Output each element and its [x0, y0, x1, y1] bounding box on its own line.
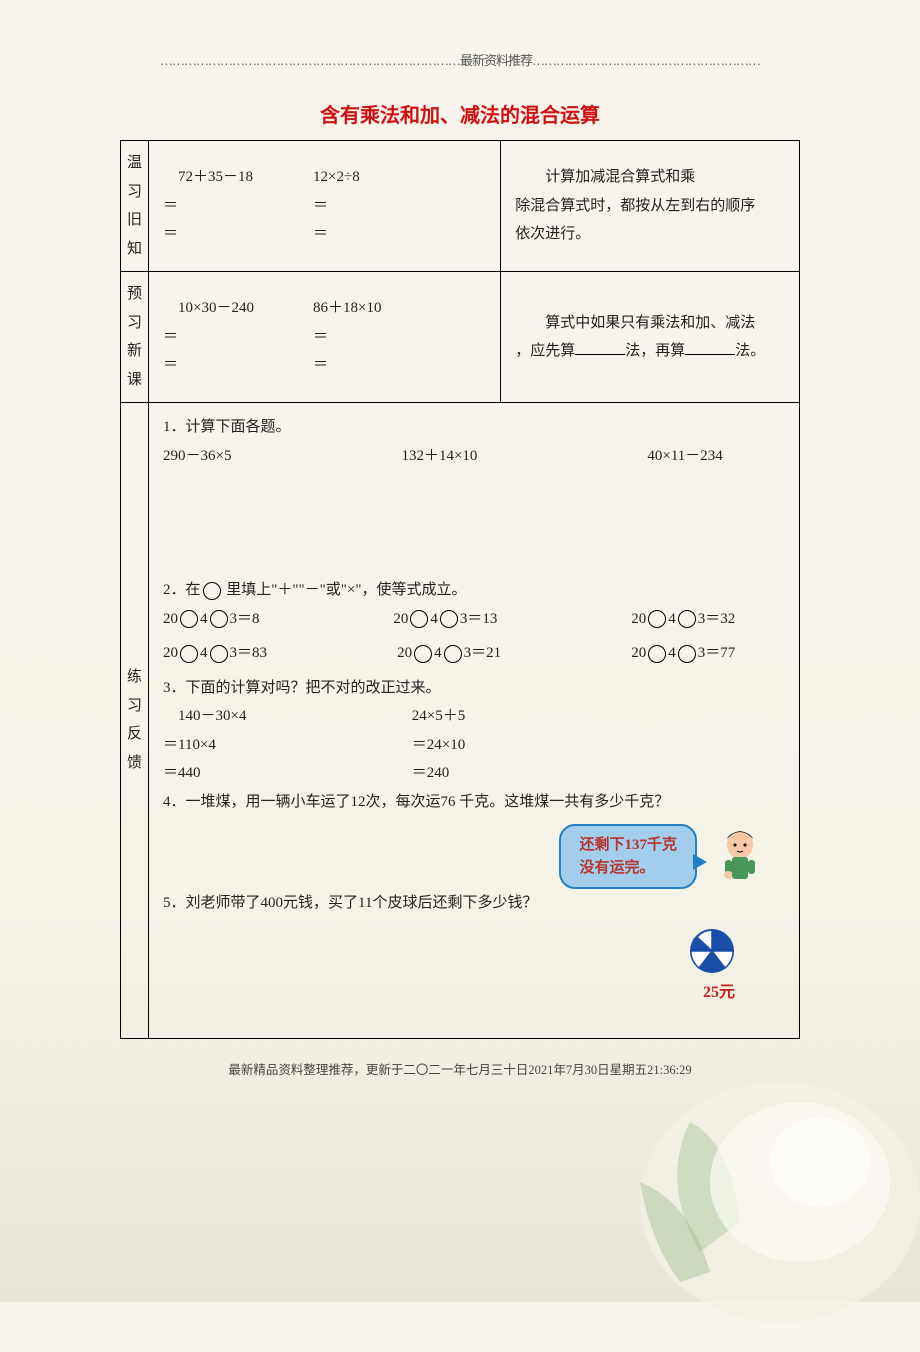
review-expr1-l1: 72＋35－18: [163, 163, 313, 192]
q2-e5: 2043＝21: [397, 639, 501, 668]
preview-expr2-l2: ＝: [313, 323, 463, 352]
bubble-l1: 还剩下137千克: [579, 834, 677, 857]
bubble-l2: 没有运完。: [579, 857, 677, 880]
q3-l1a: 140－30×4: [163, 702, 412, 731]
preview-rule-l2a: ，应先算: [515, 343, 575, 359]
q4-title: 4．一堆煤，用一辆小车运了12次，每次运76 千克。这堆煤一共有多少千克？: [163, 788, 785, 817]
q1-e1: 290－36×5: [163, 442, 231, 471]
q3-l3a: ＝440: [163, 759, 412, 788]
review-rule-l2: 除混合算式时，都按从左到右的顺序: [515, 192, 785, 221]
q1-e3: 40×11－234: [647, 442, 722, 471]
q3-l2a: ＝110×4: [163, 731, 412, 760]
review-expr1-l3: ＝: [163, 220, 313, 249]
blank-1: [575, 340, 625, 355]
q3-title: 3．下面的计算对吗？把不对的改正过来。: [163, 674, 785, 703]
section-label-review: 温习旧知: [121, 141, 149, 272]
q2-title: 2．在 里填上"＋""－"或"×"，使等式成立。: [163, 576, 785, 605]
preview-rule-l2b: 法，再算: [625, 343, 685, 359]
review-rule: 计算加减混合算式和乘 除混合算式时，都按从左到右的顺序 依次进行。: [501, 141, 800, 272]
preview-rule: 算式中如果只有乘法和加、减法 ，应先算 法，再算 法。: [501, 272, 800, 403]
review-expressions: 72＋35－18 ＝ ＝ 12×2÷8 ＝ ＝: [149, 141, 501, 272]
header-banner: …………………………………………………………………最新资料推荐…………………………: [120, 50, 800, 69]
q5-title: 5．刘老师带了400元钱，买了11个皮球后还剩下多少钱？: [163, 889, 785, 918]
q2-e4: 2043＝83: [163, 639, 267, 668]
q2-e2: 2043＝13: [393, 605, 497, 634]
q3-l1b: 24×5＋5: [412, 702, 661, 731]
review-expr1-l2: ＝: [163, 192, 313, 221]
q2-title-b: 里填上"＋""－"或"×"，使等式成立。: [226, 582, 466, 598]
q1-e2: 132＋14×10: [401, 442, 477, 471]
q3-l3b: ＝240: [412, 759, 661, 788]
preview-expr2-l1: 86＋18×10: [313, 294, 463, 323]
boy-icon: [715, 827, 765, 887]
q2-e6: 2043＝77: [631, 639, 735, 668]
speech-bubble: 还剩下137千克 没有运完。: [559, 824, 697, 889]
blank-2: [685, 340, 735, 355]
ball-price: 25元: [703, 978, 735, 1008]
preview-expr1-l1: 10×30－240: [163, 294, 313, 323]
preview-rule-l2c: 法。: [735, 343, 765, 359]
q2-e3: 2043＝32: [631, 605, 735, 634]
preview-expr1-l3: ＝: [163, 351, 313, 380]
worksheet-table: 温习旧知 72＋35－18 ＝ ＝ 12×2÷8 ＝ ＝ 计算加减混: [120, 140, 800, 1039]
review-rule-l1: 计算加减混合算式和乘: [515, 163, 785, 192]
review-expr2-l2: ＝: [313, 192, 463, 221]
circle-icon: [203, 582, 221, 600]
review-expr2-l1: 12×2÷8: [313, 163, 463, 192]
q2-e1: 2043＝8: [163, 605, 260, 634]
preview-expr1-l2: ＝: [163, 323, 313, 352]
q3-l2b: ＝24×10: [412, 731, 661, 760]
practice-content: 1．计算下面各题。 290－36×5 132＋14×10 40×11－234 2…: [149, 403, 800, 1039]
section-label-practice: 练习反馈: [121, 403, 149, 1039]
q1-title: 1．计算下面各题。: [163, 413, 785, 442]
preview-expr2-l3: ＝: [313, 351, 463, 380]
review-rule-l3: 依次进行。: [515, 220, 785, 249]
review-expr2-l3: ＝: [313, 220, 463, 249]
preview-expressions: 10×30－240 ＝ ＝ 86＋18×10 ＝ ＝: [149, 272, 501, 403]
q2-title-a: 2．在: [163, 582, 201, 598]
preview-rule-l1: 算式中如果只有乘法和加、减法: [515, 309, 785, 338]
section-label-preview: 预习新课: [121, 272, 149, 403]
ball-icon: [689, 928, 735, 974]
footer-text: 最新精品资料整理推荐，更新于二〇二一年七月三十日2021年7月30日星期五21:…: [120, 1059, 800, 1078]
page-title: 含有乘法和加、减法的混合运算: [120, 99, 800, 128]
